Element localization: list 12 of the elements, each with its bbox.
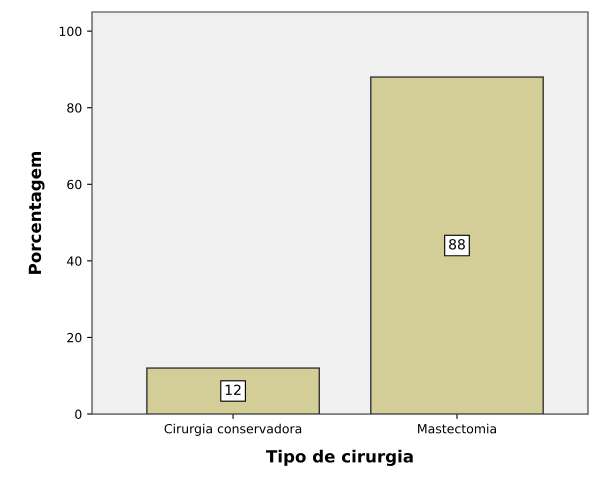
y-tick-label: 0: [75, 409, 82, 419]
x-axis-title: Tipo de cirurgia: [266, 450, 413, 466]
x-tick-label: Cirurgia conservadora: [164, 424, 302, 436]
data-label: 12: [226, 384, 241, 395]
y-tick-label: 40: [66, 256, 82, 266]
y-tick-label: 80: [67, 103, 82, 113]
y-tick-label: 100: [60, 26, 82, 36]
data-label: 88: [449, 239, 465, 250]
x-tick-label: Mastectomia: [418, 424, 496, 434]
y-axis-title: Porcentagem: [28, 152, 45, 274]
y-tick-label: 60: [67, 180, 82, 190]
y-tick-label: 20: [67, 332, 82, 342]
